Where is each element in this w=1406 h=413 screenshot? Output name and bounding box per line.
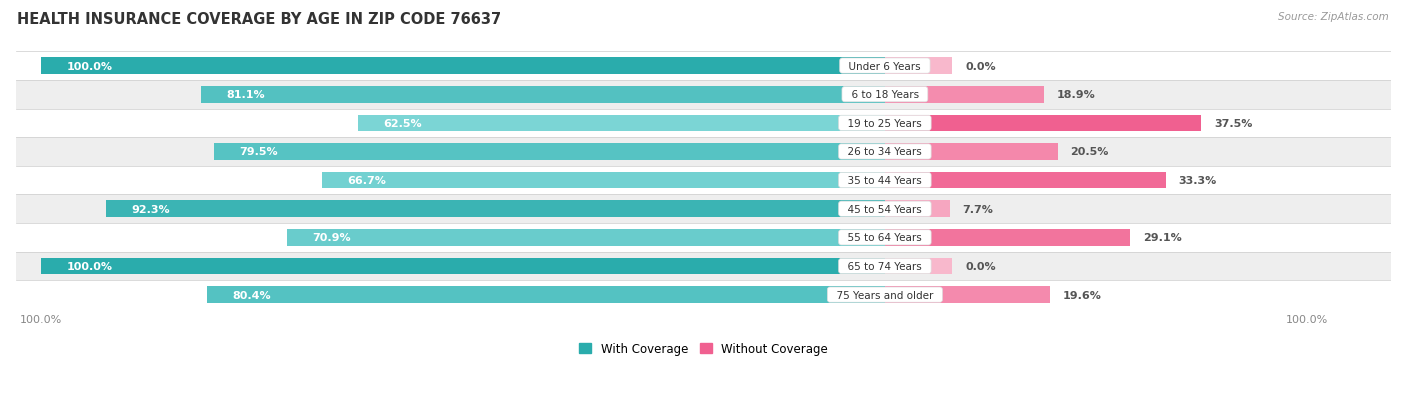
Bar (15, 252, 1391, 280)
Bar (884, 201, 950, 218)
Text: Under 6 Years: Under 6 Years (842, 62, 928, 71)
Text: 79.5%: 79.5% (239, 147, 278, 157)
Bar (287, 230, 884, 246)
Bar (15, 195, 1391, 223)
Bar (107, 201, 884, 218)
Text: 35 to 44 Years: 35 to 44 Years (841, 176, 928, 186)
Bar (884, 287, 1050, 303)
Bar (15, 166, 1391, 195)
Bar (15, 138, 1391, 166)
Bar (15, 223, 1391, 252)
Text: 80.4%: 80.4% (232, 290, 270, 300)
Text: 75 Years and older: 75 Years and older (830, 290, 939, 300)
Bar (884, 58, 952, 75)
Bar (41, 258, 884, 275)
Text: Source: ZipAtlas.com: Source: ZipAtlas.com (1278, 12, 1389, 22)
Bar (884, 230, 1130, 246)
Text: 19.6%: 19.6% (1063, 290, 1102, 300)
Bar (884, 172, 1166, 189)
Bar (884, 115, 1201, 132)
Text: 37.5%: 37.5% (1213, 119, 1253, 128)
Text: 0.0%: 0.0% (965, 62, 995, 71)
Text: 7.7%: 7.7% (963, 204, 994, 214)
Text: 33.3%: 33.3% (1178, 176, 1216, 186)
Bar (41, 58, 884, 75)
Text: 65 to 74 Years: 65 to 74 Years (841, 261, 928, 271)
Bar (884, 258, 952, 275)
Bar (884, 144, 1057, 160)
Bar (214, 144, 884, 160)
Text: 100.0%: 100.0% (66, 62, 112, 71)
Text: 0.0%: 0.0% (965, 261, 995, 271)
Text: 45 to 54 Years: 45 to 54 Years (841, 204, 928, 214)
Text: 18.9%: 18.9% (1057, 90, 1095, 100)
Text: 26 to 34 Years: 26 to 34 Years (841, 147, 928, 157)
Text: 66.7%: 66.7% (347, 176, 387, 186)
Text: 29.1%: 29.1% (1143, 233, 1182, 243)
Text: 6 to 18 Years: 6 to 18 Years (845, 90, 925, 100)
Text: 55 to 64 Years: 55 to 64 Years (841, 233, 928, 243)
Text: 19 to 25 Years: 19 to 25 Years (841, 119, 928, 128)
Bar (201, 87, 884, 103)
Legend: With Coverage, Without Coverage: With Coverage, Without Coverage (575, 337, 832, 360)
Bar (15, 81, 1391, 109)
Text: 20.5%: 20.5% (1070, 147, 1109, 157)
Text: HEALTH INSURANCE COVERAGE BY AGE IN ZIP CODE 76637: HEALTH INSURANCE COVERAGE BY AGE IN ZIP … (17, 12, 501, 27)
Bar (15, 109, 1391, 138)
Text: 92.3%: 92.3% (132, 204, 170, 214)
Bar (322, 172, 884, 189)
Bar (357, 115, 884, 132)
Text: 81.1%: 81.1% (226, 90, 264, 100)
Bar (207, 287, 884, 303)
Text: 62.5%: 62.5% (382, 119, 422, 128)
Bar (15, 280, 1391, 309)
Text: 70.9%: 70.9% (312, 233, 350, 243)
Bar (15, 52, 1391, 81)
Text: 100.0%: 100.0% (66, 261, 112, 271)
Bar (884, 87, 1045, 103)
